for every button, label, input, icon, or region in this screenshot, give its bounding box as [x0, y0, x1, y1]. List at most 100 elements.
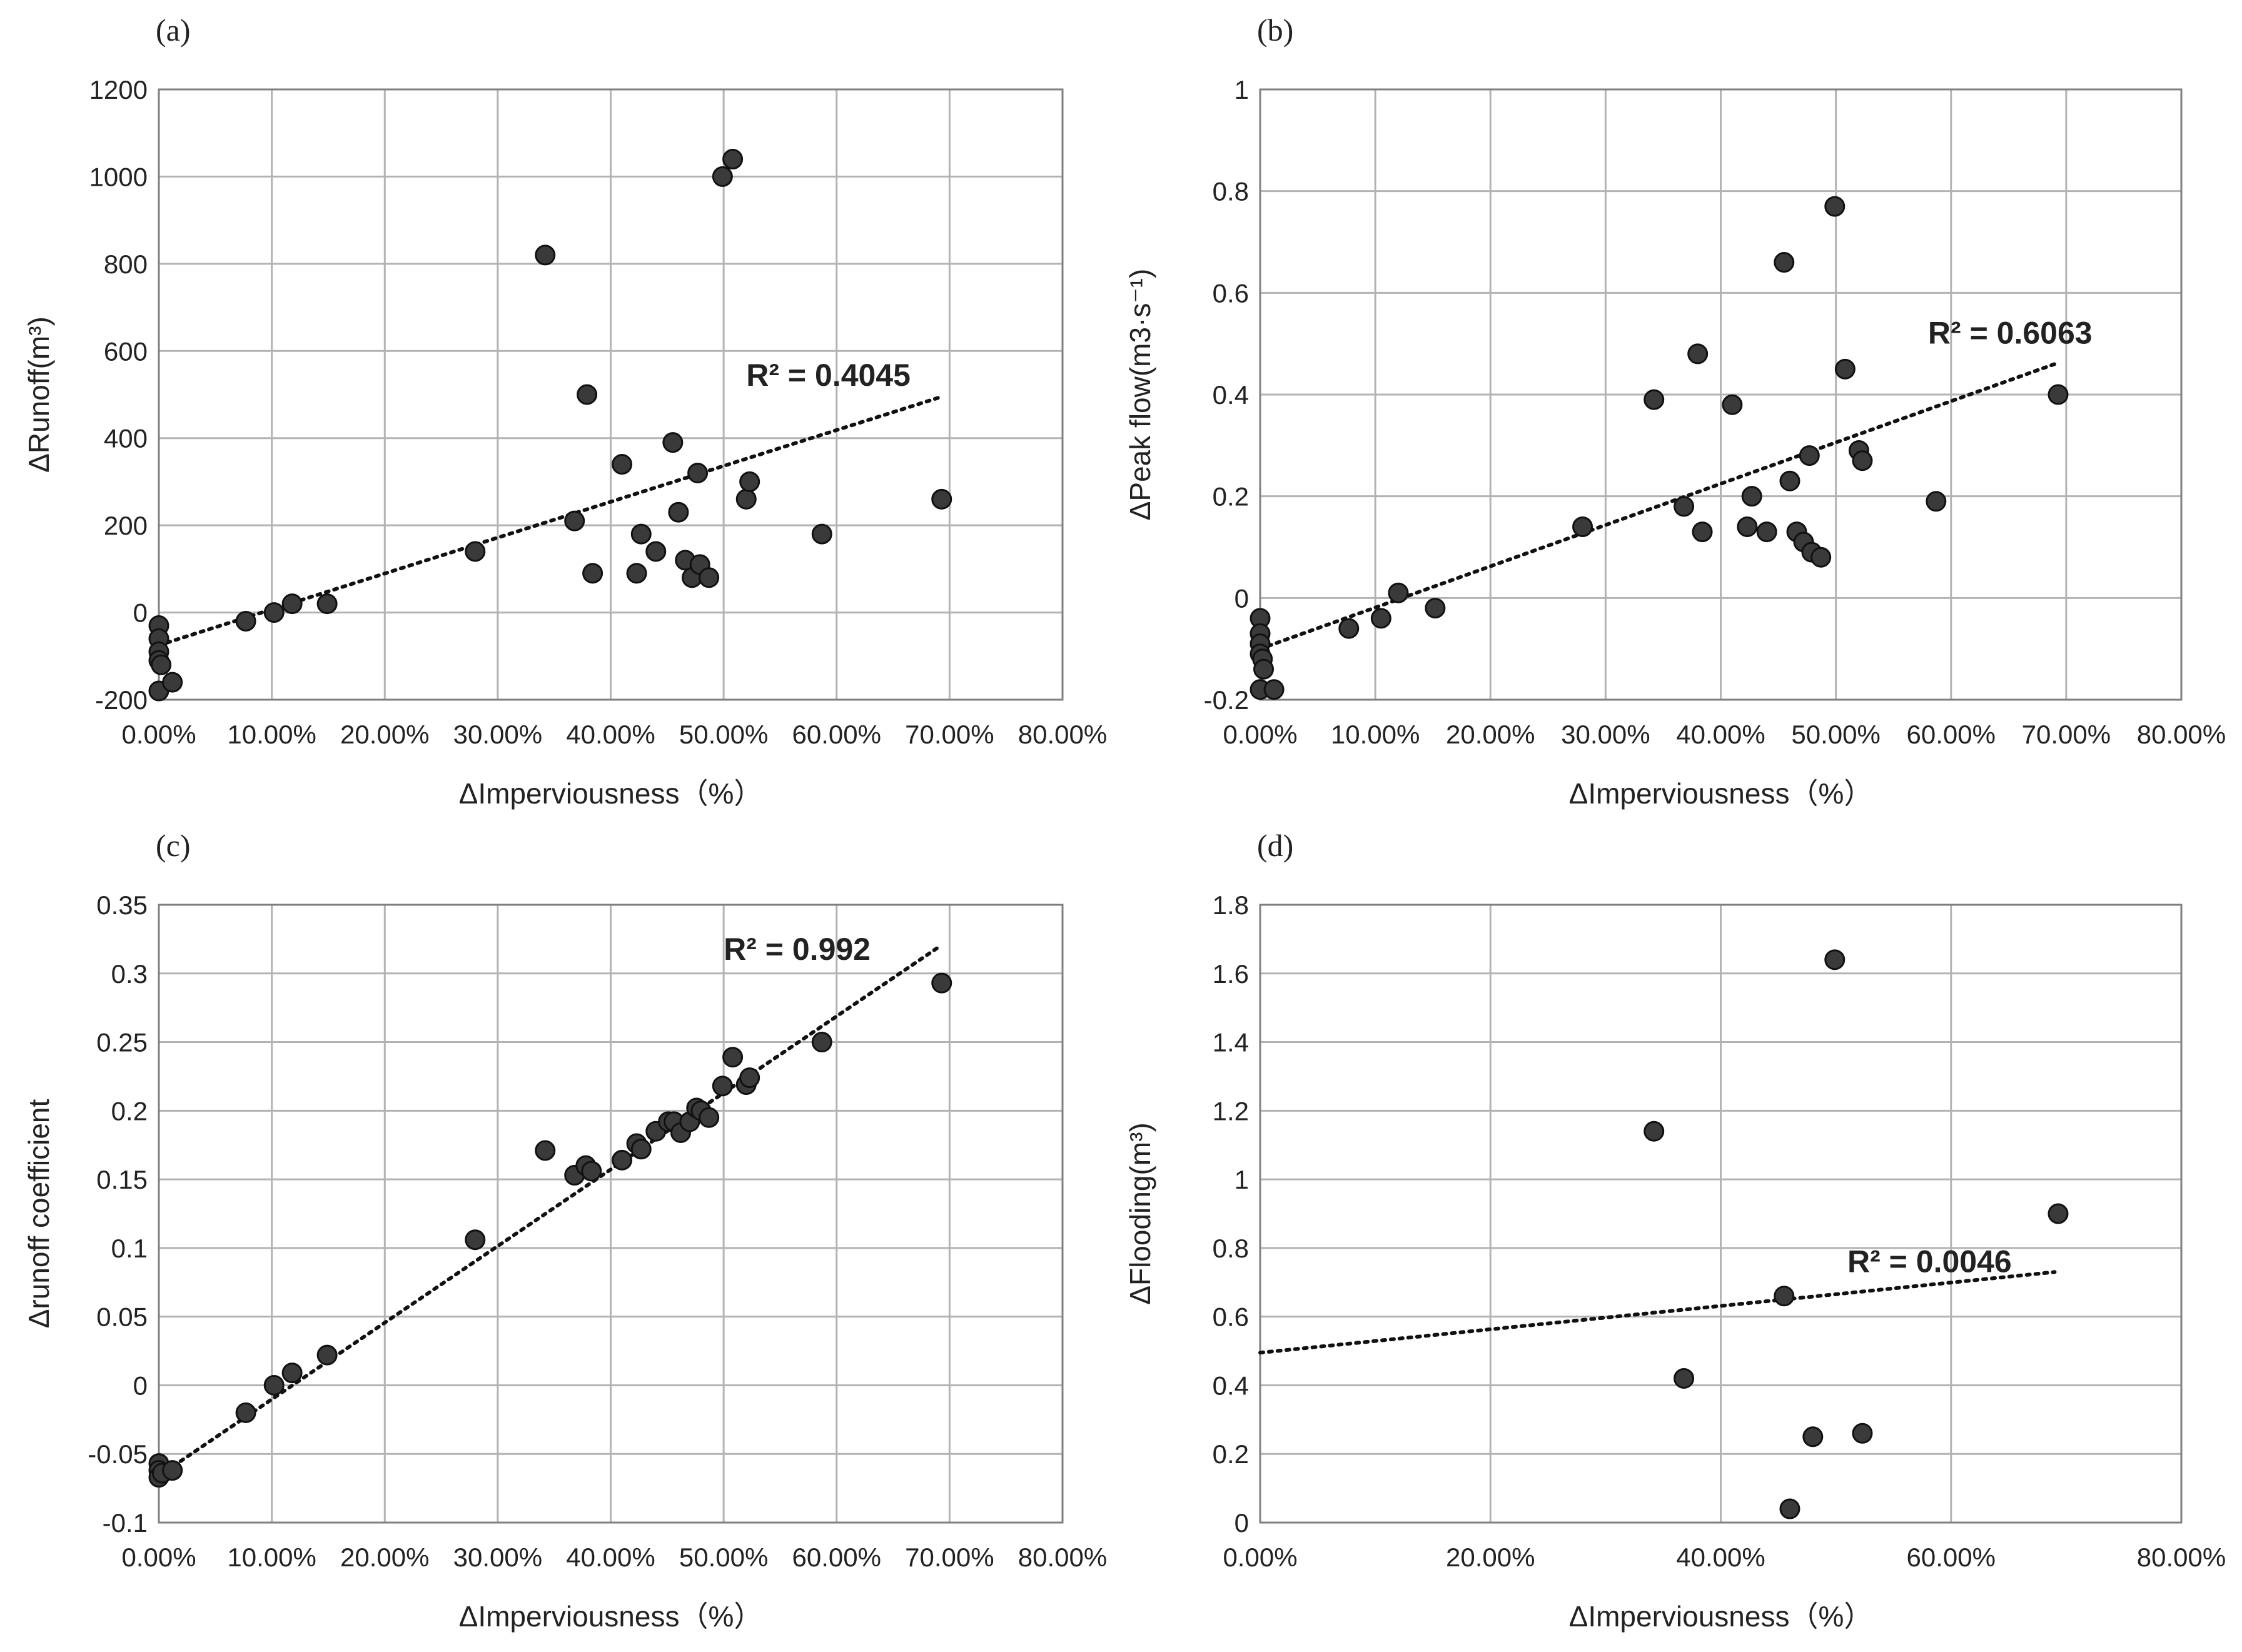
panel-b-y-axis-title: ΔPeak flow(m3·s⁻¹): [1124, 269, 1156, 521]
panel-c-y-tick-label: 0.25: [96, 1028, 148, 1057]
panel-b-x-tick-label: 80.00%: [2137, 720, 2226, 749]
panel-a-data-point: [811, 523, 832, 545]
panel-a-x-tick-label: 0.00%: [121, 720, 196, 749]
panel-b-data-point: [1338, 618, 1360, 639]
panel-c-data-point: [235, 1402, 256, 1423]
panel-d-y-tick-label: 0.8: [1213, 1234, 1249, 1263]
panel-a-data-point: [739, 471, 760, 492]
panel-c-data-point: [316, 1344, 338, 1366]
panel-c-x-tick-label: 20.00%: [340, 1543, 429, 1572]
panel-b-x-tick-label: 50.00%: [1791, 720, 1880, 749]
panel-c-y-tick-label: 0: [133, 1371, 148, 1400]
panel-d-data-point: [1802, 1426, 1824, 1448]
panel-b-x-tick-label: 40.00%: [1676, 720, 1765, 749]
panel-d-data-point: [2048, 1203, 2069, 1224]
panel-a-data-point: [316, 593, 338, 615]
panel-c-y-tick-label: 0.35: [96, 890, 148, 920]
panel-c-y-tick-label: 0.15: [96, 1165, 148, 1194]
panel-c-y-tick-label: 0.05: [96, 1302, 148, 1332]
panel-d-y-tick-label: 1: [1235, 1165, 1249, 1194]
panel-b-x-tick-label: 70.00%: [2022, 720, 2111, 749]
panel-d-data-point: [1779, 1498, 1800, 1519]
panel-d: 0.00% 20.00% 40.00% 60.00% 80.00% 0 0.2 0.4 0.6 0…: [1124, 828, 2226, 1633]
panel-a-data-point: [535, 244, 556, 266]
panel-a-data-point: [564, 510, 585, 531]
panel-c-y-tick-label: 0.2: [111, 1096, 148, 1126]
panel-a-y-tick-label: 0: [133, 598, 148, 628]
panel-d-y-tick-label: 1.6: [1213, 959, 1249, 989]
panel-b-y-tick-label: -0.2: [1204, 685, 1249, 715]
panel-c-data-point: [281, 1362, 303, 1384]
panel-a-data-point: [465, 541, 486, 562]
panel-a-x-tick-label: 70.00%: [905, 720, 994, 749]
panel-c-data-point: [162, 1460, 183, 1481]
panel-c-data-point: [739, 1067, 760, 1089]
panel-a-x-tick-label: 40.00%: [566, 720, 655, 749]
panel-c-y-tick-label: -0.1: [103, 1508, 148, 1538]
panel-b-x-axis-title: ΔImperviousness（%）: [1569, 777, 1873, 810]
panel-a-trendline: [157, 395, 944, 647]
panel-a-data-point: [722, 149, 744, 170]
panel-c-y-tick-label: 0.1: [111, 1234, 148, 1263]
panel-a-x-tick-label: 10.00%: [227, 720, 316, 749]
panel-b-y-tick-label: 1: [1235, 75, 1249, 104]
panel-c-y-tick-label: 0.3: [111, 959, 148, 989]
panel-c-data-point: [630, 1139, 652, 1160]
panel-a: 0.00% 10.00% 20.00% 30.00% 40.00% 50.00% 60.00…: [23, 13, 1107, 810]
panel-d-x-tick-label: 40.00%: [1676, 1543, 1765, 1572]
panel-c-y-axis-title: Δrunoff coefficient: [23, 1099, 55, 1328]
panel-d-y-tick-label: 0: [1235, 1508, 1249, 1538]
panel-c-data-point: [811, 1032, 832, 1053]
panel-b-data-point: [1834, 358, 1856, 380]
panel-a-label: (a): [156, 13, 191, 48]
panel-b-data-point: [1741, 486, 1762, 507]
panel-b-data-point: [1779, 470, 1800, 491]
panel-c-x-tick-label: 30.00%: [453, 1543, 542, 1572]
panel-a-data-point: [668, 501, 689, 523]
panel-c-x-tick-label: 10.00%: [227, 1543, 316, 1572]
panel-d-data-point: [1644, 1121, 1665, 1142]
panel-b-r-squared: R² = 0.6063: [1928, 316, 2093, 351]
panel-c-x-tick-label: 60.00%: [792, 1543, 881, 1572]
panel-a-y-tick-label: 400: [104, 424, 148, 453]
panel-d-trendline: [1258, 1270, 2057, 1355]
panel-c-x-tick-label: 80.00%: [1018, 1543, 1107, 1572]
panel-b-data-point: [1852, 450, 1873, 471]
panel-c-x-tick-label: 40.00%: [566, 1543, 655, 1572]
panel-b-x-tick-label: 30.00%: [1561, 720, 1650, 749]
panel-b-data-point: [1263, 679, 1285, 700]
panel-d-data-point: [1852, 1423, 1873, 1444]
panel-a-r-squared: R² = 0.4045: [746, 358, 911, 393]
panel-d-x-axis-title: ΔImperviousness（%）: [1569, 1600, 1873, 1633]
panel-a-y-tick-label: 800: [104, 249, 148, 279]
panel-a-y-tick-label: -200: [95, 685, 148, 715]
panel-b-data-point: [1926, 491, 1947, 512]
panel-b-y-tick-label: 0.6: [1213, 278, 1249, 308]
panel-a-data-point: [612, 454, 633, 475]
panel-b-data-point: [1799, 445, 1820, 466]
panel-b-data-point: [1674, 496, 1695, 517]
panel-a-data-point: [162, 672, 183, 693]
panel-d-y-tick-label: 0.4: [1213, 1371, 1249, 1400]
panel-b-data-point: [1810, 546, 1832, 568]
panel-b-y-tick-label: 0.8: [1213, 177, 1249, 206]
panel-c-data-point: [699, 1107, 720, 1128]
panel-b-data-point: [1253, 658, 1275, 680]
panel-d-y-axis-title: ΔFlooding(m³): [1124, 1122, 1156, 1304]
panel-c: 0.00% 10.00% 20.00% 30.00% 40.00% 50.00% 60.00…: [23, 828, 1107, 1633]
panel-d-data-point: [1674, 1367, 1695, 1389]
panel-c-trendline: [157, 945, 941, 1478]
panel-b-data-point: [2048, 384, 2069, 405]
panel-b-data-point: [1370, 608, 1391, 629]
panel-a-data-point: [699, 567, 720, 588]
panel-a-data-point: [687, 462, 709, 483]
panel-b-y-tick-label: 0.2: [1213, 482, 1249, 511]
panel-c-x-tick-label: 50.00%: [679, 1543, 768, 1572]
panel-c-data-point: [612, 1149, 633, 1171]
panel-c-data-point: [535, 1140, 556, 1161]
panel-b: 0.00% 10.00% 20.00% 30.00% 40.00% 50.00% 60.00…: [1124, 13, 2226, 810]
panel-a-data-point: [582, 563, 603, 584]
panel-a-plot-frame: [158, 88, 1064, 701]
